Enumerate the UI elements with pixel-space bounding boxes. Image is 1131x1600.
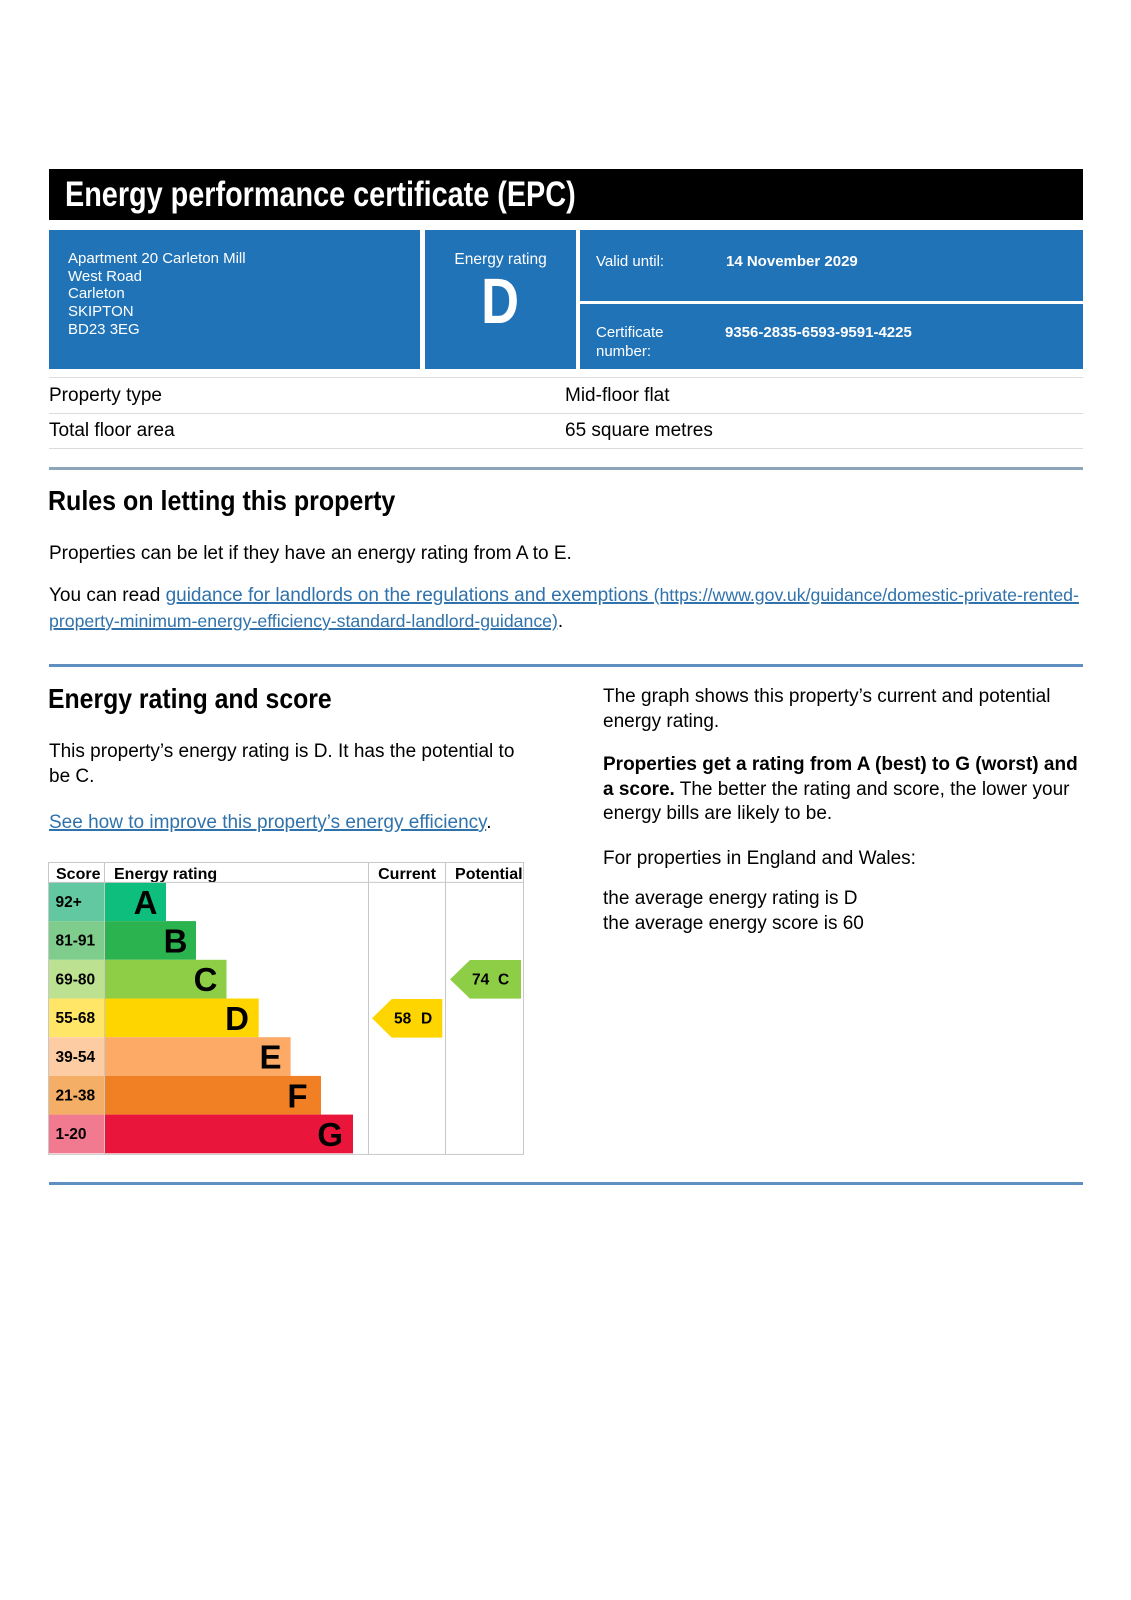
svg-text:Score: Score (56, 866, 101, 883)
svg-text:74C: 74 C (472, 972, 509, 989)
svg-text:A: A (134, 884, 158, 921)
svg-text:G: G (317, 1116, 343, 1153)
svg-text:Potential: Potential (455, 866, 523, 883)
svg-text:C: C (194, 961, 218, 998)
svg-text:58D: 58 D (394, 1011, 432, 1028)
svg-text:E: E (259, 1039, 281, 1076)
svg-text:Current: Current (378, 866, 436, 883)
svg-text:92+: 92+ (56, 894, 82, 911)
svg-text:F: F (287, 1077, 307, 1114)
svg-text:D: D (225, 1000, 249, 1037)
svg-text:21-38: 21-38 (56, 1088, 96, 1105)
svg-text:Energy rating: Energy rating (114, 866, 217, 883)
svg-text:81-91: 81-91 (56, 933, 96, 950)
svg-text:69-80: 69-80 (56, 971, 96, 988)
svg-text:B: B (164, 923, 188, 960)
svg-text:55-68: 55-68 (56, 1010, 96, 1027)
svg-text:39-54: 39-54 (56, 1049, 96, 1066)
svg-text:1-20: 1-20 (56, 1126, 87, 1143)
